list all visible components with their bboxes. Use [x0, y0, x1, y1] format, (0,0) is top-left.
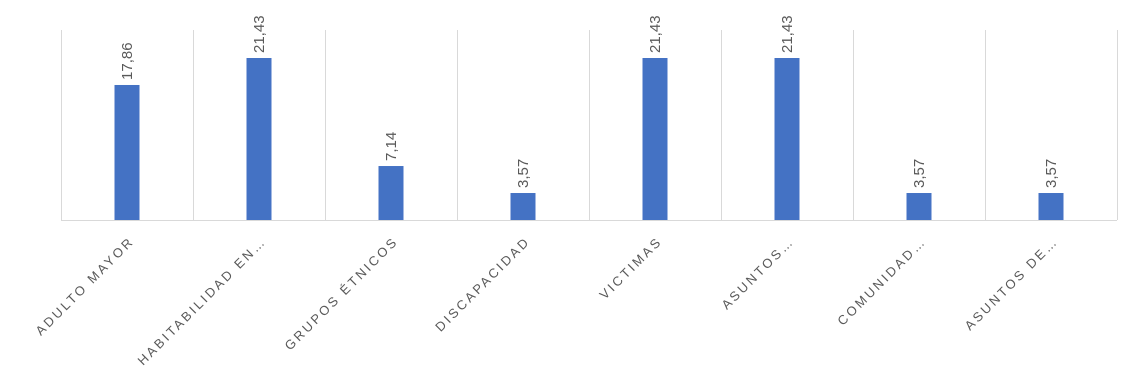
- bar: [774, 58, 800, 220]
- bar: [1038, 193, 1064, 220]
- x-tick-label: ASUNTOS…: [718, 234, 797, 313]
- bar: [114, 84, 140, 221]
- x-tick-label: ADULTO MAYOR: [32, 234, 137, 339]
- x-tick-label: DISCAPACIDAD: [432, 234, 533, 335]
- bar: [246, 58, 272, 220]
- data-label: 3,57: [515, 159, 532, 188]
- data-label: 3,57: [1043, 159, 1060, 188]
- x-tick-label: HABITABILIDAD EN…: [134, 234, 269, 369]
- data-label: 21,43: [779, 15, 796, 53]
- x-tick-label: VICTIMAS: [596, 234, 665, 303]
- data-label: 7,14: [383, 132, 400, 161]
- bar: [378, 166, 404, 220]
- x-tick-label: ASUNTOS DE…: [961, 234, 1061, 334]
- x-tick-label: COMUNIDAD…: [834, 234, 929, 329]
- data-label: 17,86: [119, 42, 136, 80]
- data-label: 21,43: [251, 15, 268, 53]
- data-label: 21,43: [647, 15, 664, 53]
- x-tick-label: GRUPOS ÉTNICOS: [282, 234, 402, 354]
- bar: [906, 193, 932, 220]
- data-label: 3,57: [911, 159, 928, 188]
- bar: [510, 193, 536, 220]
- bar: [642, 58, 668, 220]
